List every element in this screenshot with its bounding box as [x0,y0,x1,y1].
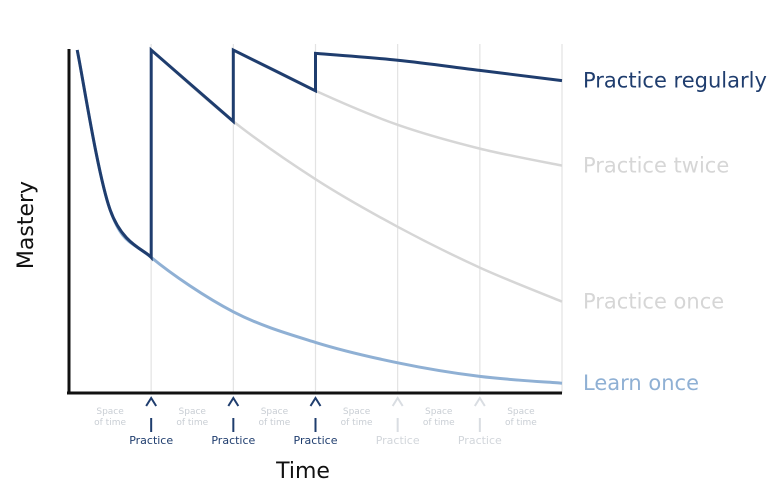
interval-label: Space of time [94,407,126,428]
series-label-practice-twice: Practice twice [583,154,729,178]
practice-label: Practice [458,434,502,447]
practice-arrowhead [473,396,486,407]
interval-label: Space of time [176,407,208,428]
series-lines [75,46,563,385]
practice-label: Practice [129,434,173,447]
practice-arrowhead [309,396,322,407]
interval-label: Space of time [423,407,455,428]
practice-label: Practice [376,434,420,447]
x-axis-annotations: Space of time Space of time Space of time Spac… [94,396,537,447]
practice-label: Practice [294,434,338,447]
interval-label: Space of time [341,407,373,428]
grid-lines [150,44,563,393]
series-label-practice-regularly: Practice regularly [583,69,767,93]
interval-label: Space of time [258,407,290,428]
axes [67,49,562,395]
series-line-practice-once [150,49,563,303]
practice-arrowhead [391,396,404,407]
interval-label: Space of time [505,407,537,428]
practice-label: Practice [211,434,255,447]
series-line-practice-regularly [75,46,563,262]
y-axis-title: Mastery [14,181,39,269]
practice-arrowhead [227,396,240,407]
x-axis-title: Time [275,459,330,484]
series-labels: Practice once Practice twice Learn once Pra… [583,69,767,396]
series-label-practice-once: Practice once [583,290,724,314]
practice-arrowhead [145,396,158,407]
series-label-learn-once: Learn once [583,371,699,395]
